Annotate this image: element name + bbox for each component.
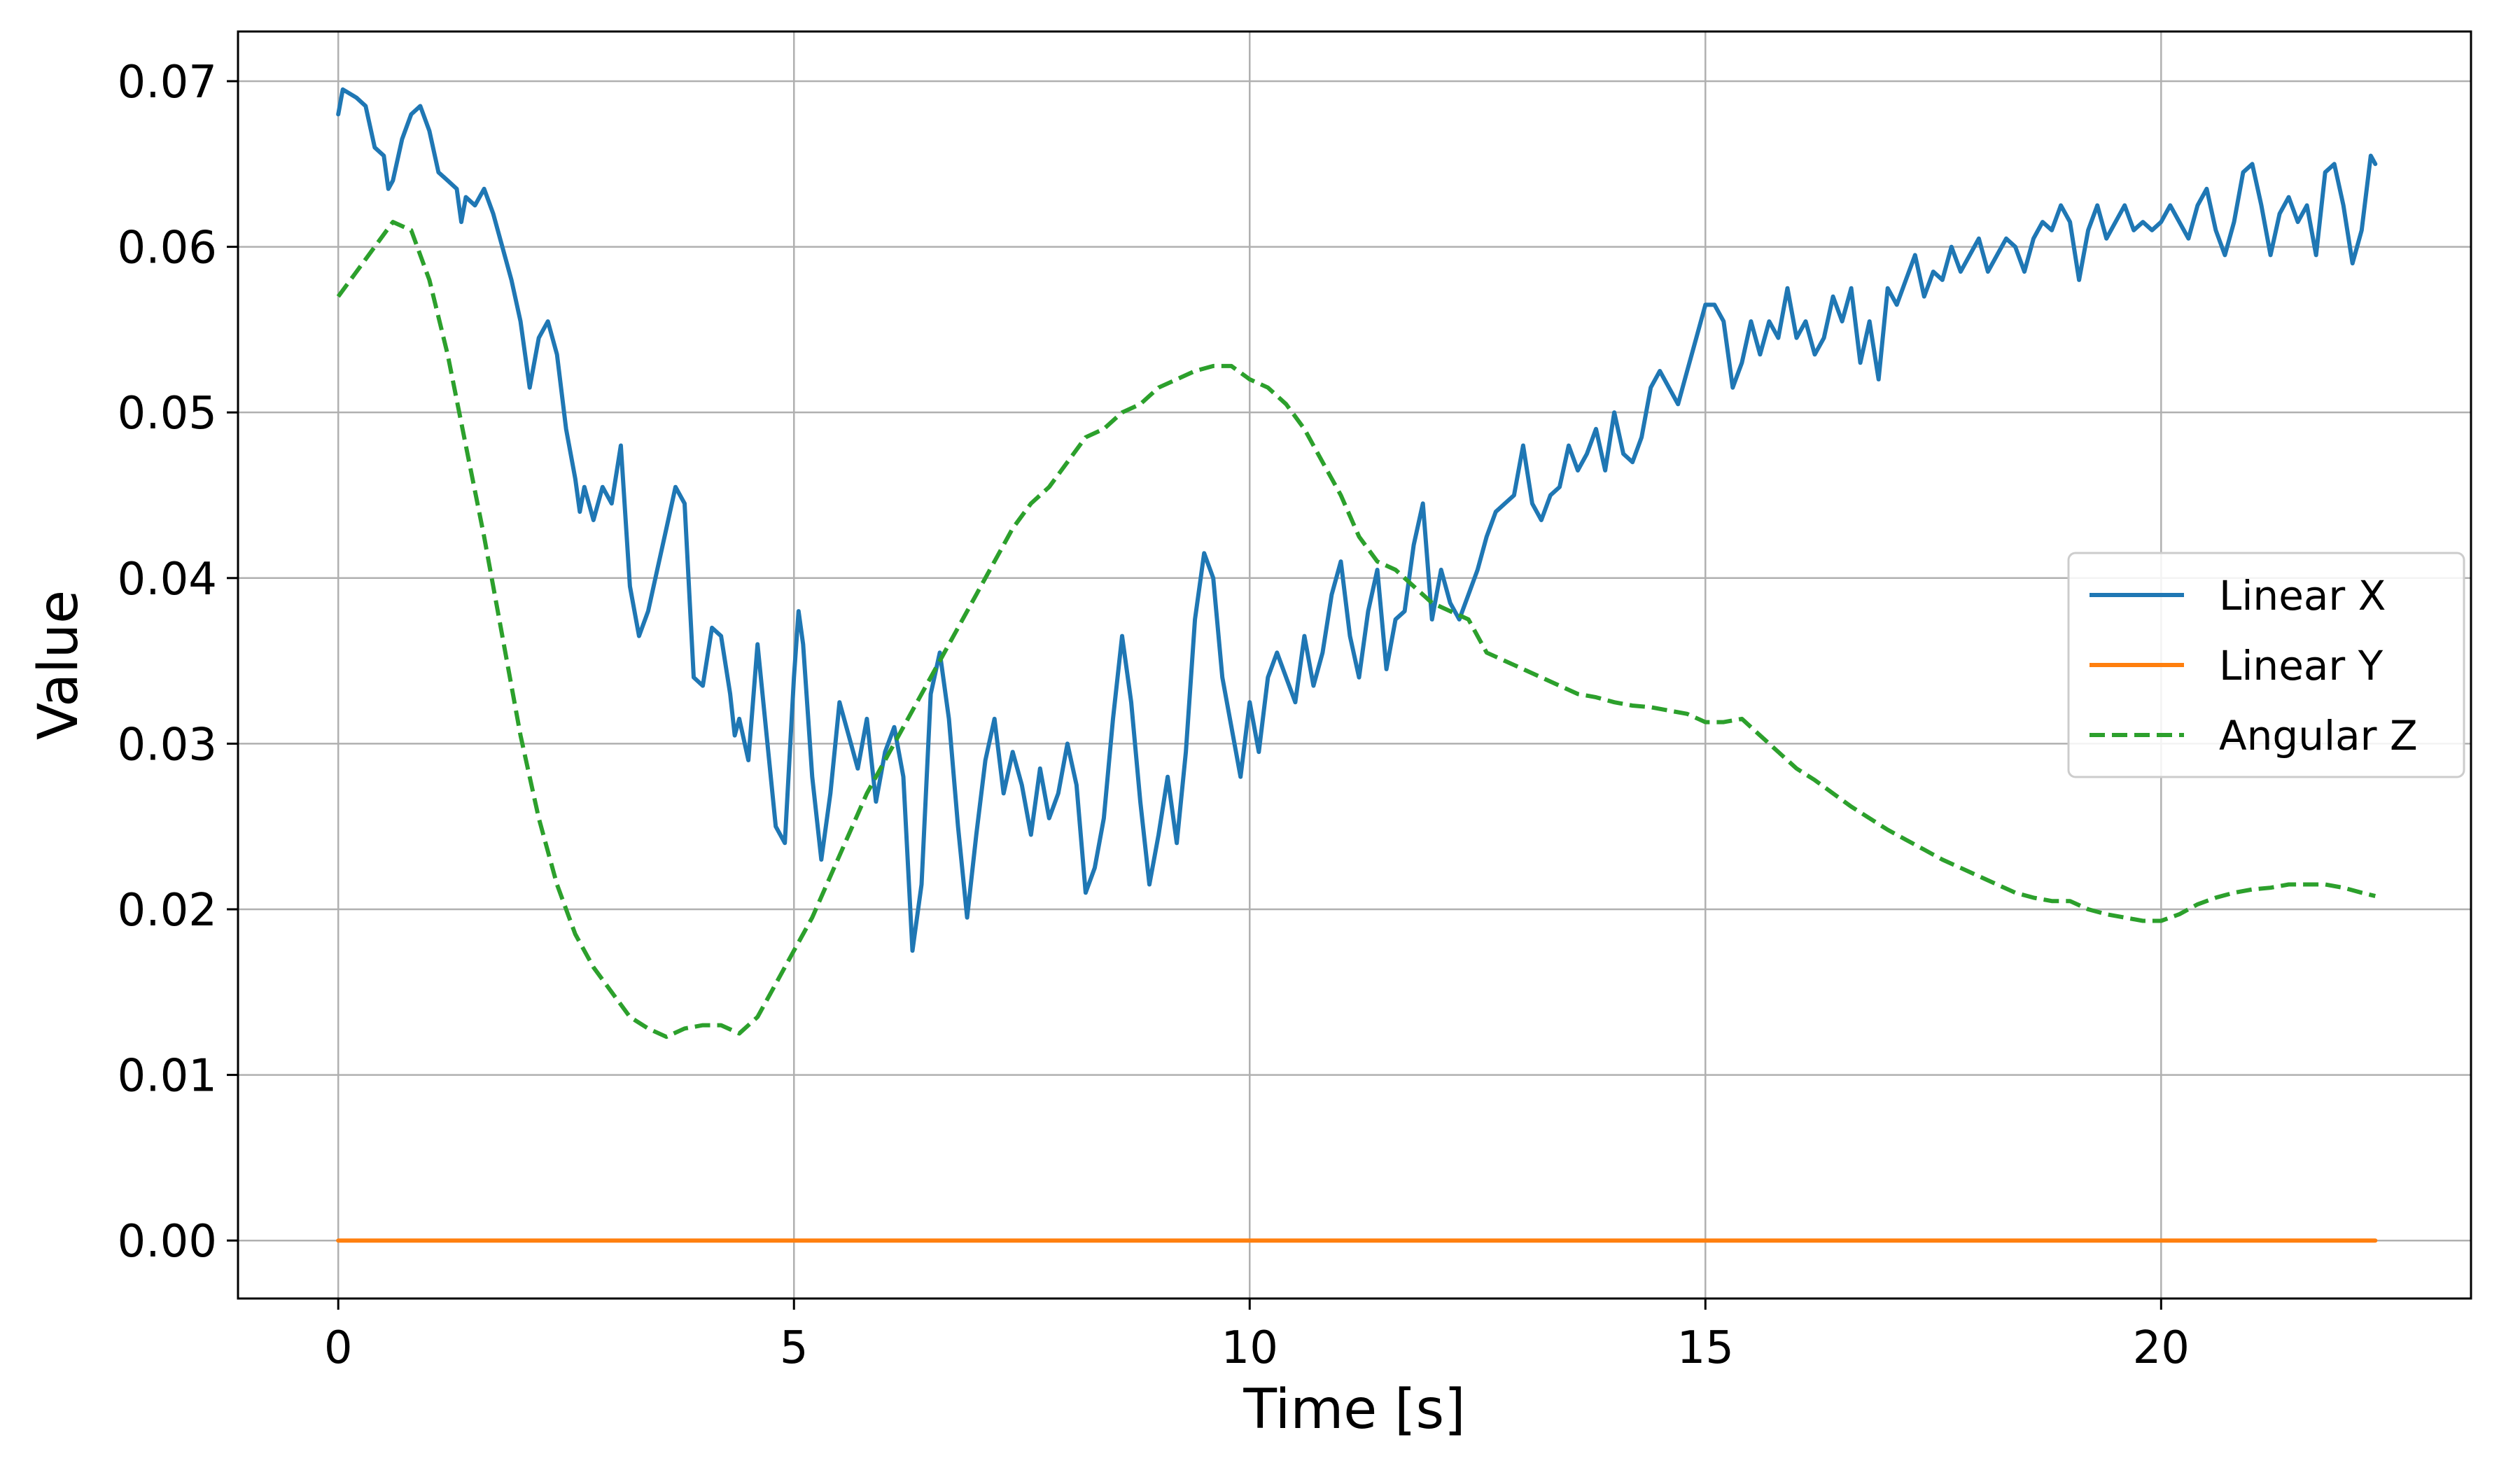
x-tick-label: 5 [780, 1322, 808, 1374]
y-tick-label: 0.00 [118, 1216, 218, 1268]
y-tick-label: 0.01 [118, 1051, 218, 1102]
series-line-angular-z [336, 220, 2376, 1040]
y-tick-label: 0.03 [118, 719, 218, 771]
y-tick-label: 0.05 [118, 388, 218, 440]
plot-frame [237, 30, 2472, 1300]
series-line-linear-x [336, 87, 2378, 953]
y-tick-label: 0.07 [118, 57, 218, 108]
y-tick-label: 0.04 [118, 554, 218, 606]
series-lines [336, 87, 2378, 1243]
y-axis-label: Value [27, 590, 90, 740]
legend: Linear X Linear Y Angular Z [2067, 552, 2465, 778]
x-tick-label: 0 [324, 1322, 353, 1374]
x-tick-label: 10 [1222, 1322, 1278, 1374]
y-tick-label: 0.06 [118, 223, 218, 274]
legend-label: Angular Z [2219, 712, 2418, 760]
legend-label: Linear Y [2219, 642, 2384, 690]
legend-label: Linear X [2219, 572, 2386, 620]
x-tick-label: 20 [2133, 1322, 2190, 1374]
x-tick-label: 15 [1677, 1322, 1734, 1374]
y-tick-label: 0.02 [118, 885, 218, 937]
legend-box [2067, 552, 2465, 778]
axis-ticks: 0 5 10 15 20 0.00 0.01 0.02 0.03 0.04 0.05 0.06 0.07 [118, 57, 2190, 1374]
x-axis-label: Time [s] [1242, 1378, 1465, 1441]
